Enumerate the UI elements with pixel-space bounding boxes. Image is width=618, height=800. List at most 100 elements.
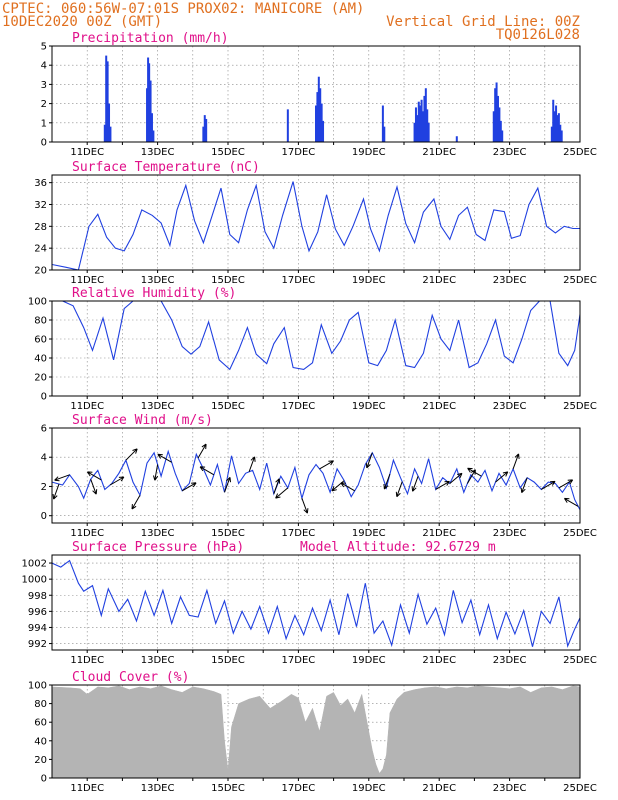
x-tick-label: 19DEC — [352, 528, 386, 539]
wind-vector — [449, 472, 463, 484]
wind-vector — [199, 466, 215, 476]
precip-bar — [556, 115, 559, 142]
precip-bar — [108, 103, 111, 142]
x-tick-label: 11DEC — [70, 147, 104, 158]
precip-bar — [105, 55, 108, 142]
x-tick-label: 11DEC — [70, 655, 104, 666]
panel-pressure: 992 994 996 998 1000 1002 11DEC 13DEC 15DEC 17DEC… — [22, 540, 597, 666]
precip-bar — [147, 57, 150, 142]
y-tick-label: 994 — [28, 623, 47, 634]
precip-bar — [495, 82, 498, 142]
wind-vector — [467, 467, 482, 477]
x-tick-label: 17DEC — [282, 655, 316, 666]
wind-vector — [411, 476, 419, 492]
plot-frame — [51, 554, 581, 651]
x-tick-label: 17DEC — [282, 401, 316, 412]
panel-title: Relative Humidity (%) — [72, 286, 236, 301]
x-tick-label: 13DEC — [141, 147, 175, 158]
precip-bar — [552, 99, 555, 142]
y-tick-label: 40 — [34, 354, 47, 365]
y-tick-label: 20 — [34, 266, 47, 277]
precip-bar — [381, 105, 384, 142]
y-tick-label: 80 — [34, 699, 47, 710]
precip-bar — [316, 92, 319, 142]
wind-vector — [125, 448, 138, 461]
panel-title: Surface Pressure (hPa) — [72, 540, 244, 555]
series-cloud — [52, 685, 580, 778]
series-precip — [103, 55, 563, 142]
x-tick-label: 11DEC — [70, 783, 104, 794]
x-tick-label: 23DEC — [493, 528, 527, 539]
y-tick-label: 100 — [28, 297, 47, 308]
panel-temp: 20 24 28 32 36 11DEC 13DEC 15DEC 17DEC 19DEC 21DEC… — [34, 160, 597, 286]
x-tick-label: 15DEC — [211, 783, 245, 794]
precip-bar — [426, 109, 429, 142]
panel-title: Surface Wind (m/s) — [72, 413, 213, 428]
wind-line — [52, 449, 580, 511]
series-temp — [52, 181, 580, 270]
x-tick-label: 23DEC — [493, 401, 527, 412]
y-tick-label: 0 — [41, 774, 47, 785]
y-tick-label: 20 — [34, 755, 47, 766]
precip-bar — [499, 120, 502, 142]
panel-title: Surface Temperature (nC) — [72, 160, 260, 175]
wind-vector — [319, 460, 334, 470]
wind-vector — [520, 477, 528, 494]
wind-vector — [541, 480, 556, 490]
rh-line — [52, 301, 580, 371]
precip-bar — [424, 88, 427, 142]
wind-vector — [90, 479, 98, 495]
precip-bar — [413, 122, 416, 142]
y-tick-label: 992 — [28, 639, 47, 650]
wind-vector — [248, 456, 256, 472]
y-tick-label: 4 — [41, 453, 47, 464]
x-tick-label: 23DEC — [493, 147, 527, 158]
x-tick-label: 25DEC — [563, 783, 597, 794]
precip-bar — [553, 111, 556, 142]
wind-vector — [86, 471, 102, 481]
panel-wind: 0 2 4 6 11DEC 13DEC 15DEC 17DEC 19DEC 21DEC 23DEC 2… — [41, 413, 597, 539]
wind-vector — [224, 476, 231, 493]
precip-bar — [498, 107, 501, 142]
x-tick-label: 19DEC — [352, 655, 386, 666]
precip-bar — [149, 80, 152, 142]
x-tick-label: 17DEC — [282, 783, 316, 794]
header-location: CPTEC: 060:56W-07:01S PROX02: MANICORE (… — [2, 1, 364, 17]
wind-vector — [181, 482, 197, 492]
wind-vector — [109, 476, 125, 486]
wind-vector — [512, 453, 520, 470]
precip-bar — [315, 105, 317, 142]
y-tick-label: 24 — [34, 244, 47, 255]
series-wind — [52, 449, 580, 511]
x-tick-label: 17DEC — [282, 528, 316, 539]
wind-vector — [54, 474, 70, 482]
precip-bar — [422, 111, 425, 142]
precip-bar — [202, 126, 205, 142]
wind-vector — [153, 464, 159, 481]
precip-bar — [152, 130, 155, 142]
x-tick-label: 21DEC — [422, 528, 456, 539]
precip-bar — [317, 76, 320, 142]
x-tick-label: 21DEC — [422, 401, 456, 412]
y-tick-label: 5 — [41, 42, 47, 53]
wind-vector — [273, 478, 281, 494]
precip-bar — [319, 88, 322, 142]
precip-bar — [109, 126, 112, 142]
x-tick-label: 19DEC — [352, 147, 386, 158]
precip-bar — [557, 113, 560, 142]
wind-vector — [563, 497, 579, 507]
x-tick-label: 25DEC — [563, 655, 597, 666]
x-tick-label: 15DEC — [211, 528, 245, 539]
y-tick-label: 36 — [34, 178, 47, 189]
wind-vector — [383, 473, 391, 490]
y-tick-label: 2 — [41, 99, 47, 110]
panels-layer: 0 1 2 3 4 5 11DEC 13DEC 15DEC 17DEC 19DEC 21DEC 23DE… — [22, 31, 597, 794]
panel-cloud: 0 20 40 60 80 100 11DEC 13DEC 15DEC 17DEC 19DEC 21D… — [28, 670, 597, 794]
x-tick-label: 21DEC — [422, 147, 456, 158]
x-tick-label: 25DEC — [563, 401, 597, 412]
x-tick-label: 21DEC — [422, 275, 456, 286]
precip-bar — [559, 124, 562, 142]
y-tick-label: 60 — [34, 335, 47, 346]
y-tick-label: 1002 — [22, 559, 47, 570]
wind-vector — [131, 494, 141, 510]
